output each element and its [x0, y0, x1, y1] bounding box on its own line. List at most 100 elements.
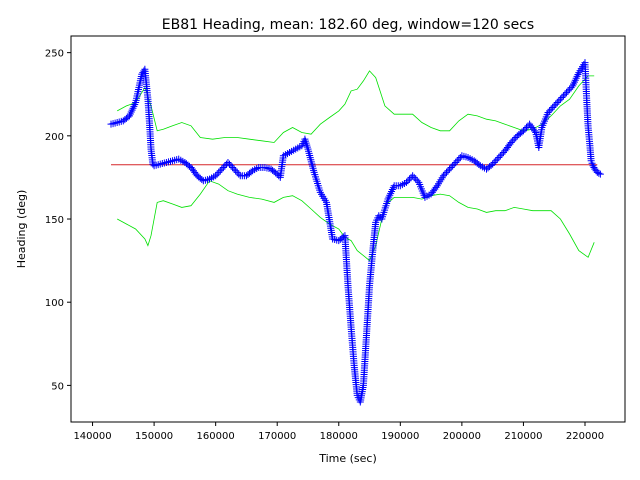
- data-point: [441, 170, 449, 178]
- data-point: [558, 94, 566, 102]
- x-tick-label: 160000: [197, 431, 235, 442]
- data-point: [224, 158, 232, 166]
- x-tick-label: 140000: [73, 431, 111, 442]
- data-point: [232, 167, 240, 175]
- data-point: [452, 158, 460, 166]
- x-tick-label: 210000: [504, 431, 542, 442]
- data-point: [219, 163, 227, 171]
- data-point: [410, 173, 418, 181]
- data-point: [455, 155, 463, 163]
- data-point: [432, 183, 440, 191]
- data-point: [215, 168, 223, 176]
- data-point: [493, 155, 501, 163]
- data-point: [490, 158, 498, 166]
- data-point: [226, 160, 234, 168]
- data-point: [519, 127, 527, 135]
- data-point: [531, 127, 539, 135]
- data-point: [409, 172, 417, 180]
- x-tick-label: 190000: [381, 431, 419, 442]
- data-point: [559, 92, 567, 100]
- data-point: [553, 99, 561, 107]
- data-point: [446, 165, 454, 173]
- plot-frame: [70, 35, 626, 423]
- data-point: [450, 160, 458, 168]
- data-point: [227, 162, 235, 170]
- data-point: [439, 172, 447, 180]
- data-point: [402, 178, 410, 186]
- y-axis-label: Heading (deg): [15, 190, 28, 269]
- data-point: [509, 137, 517, 145]
- data-point: [449, 162, 457, 170]
- data-point: [412, 175, 420, 183]
- data-point: [567, 84, 575, 92]
- y-tick-label: 50: [51, 381, 64, 392]
- data-point: [496, 152, 504, 160]
- envelope-line-1: [117, 70, 595, 143]
- data-point: [216, 167, 224, 175]
- data-point: [498, 150, 506, 158]
- data-point: [233, 168, 241, 176]
- data-point: [489, 160, 497, 168]
- data-point: [561, 90, 569, 98]
- data-point: [456, 153, 464, 161]
- data-point: [595, 169, 603, 177]
- data-point: [406, 175, 414, 183]
- data-point: [213, 170, 221, 178]
- data-point: [273, 170, 281, 178]
- y-tick-label: 250: [45, 49, 64, 60]
- data-point: [404, 177, 412, 185]
- data-point: [235, 170, 243, 178]
- data-point: [564, 87, 572, 95]
- data-point: [453, 157, 461, 165]
- data-point: [442, 168, 450, 176]
- data-point: [544, 109, 552, 117]
- data-point: [556, 95, 564, 103]
- data-point: [596, 170, 604, 178]
- x-tick-label: 150000: [135, 431, 173, 442]
- data-point: [339, 233, 347, 241]
- envelope-line-2: [117, 180, 595, 262]
- data-point: [495, 153, 503, 161]
- data-point: [447, 163, 455, 171]
- y-tick-label: 100: [45, 298, 64, 309]
- data-point: [230, 165, 238, 173]
- x-tick-label: 170000: [258, 431, 296, 442]
- data-point: [552, 100, 560, 108]
- data-point: [549, 104, 557, 112]
- data-point: [475, 161, 483, 169]
- data-point: [593, 168, 601, 176]
- data-point: [566, 85, 574, 93]
- data-point: [521, 125, 529, 133]
- x-tick-label: 200000: [443, 431, 481, 442]
- data-point: [563, 89, 571, 97]
- data-point: [510, 135, 518, 143]
- data-point: [229, 163, 237, 171]
- data-point: [492, 157, 500, 165]
- data-point: [212, 172, 220, 180]
- data-point: [512, 133, 520, 141]
- x-axis-label: Time (sec): [318, 452, 377, 465]
- data-point: [218, 165, 226, 173]
- chart-title: EB81 Heading, mean: 182.60 deg, window=1…: [162, 17, 534, 33]
- data-point: [507, 138, 515, 146]
- data-point: [546, 107, 554, 115]
- data-point: [149, 160, 157, 168]
- data-point: [518, 128, 526, 136]
- data-point: [547, 105, 555, 113]
- data-point: [247, 168, 255, 176]
- x-tick-label: 220000: [566, 431, 604, 442]
- plot-area: [107, 59, 604, 406]
- x-axis: 140000 150000 160000 170000 180000 190000 2000…: [73, 422, 604, 442]
- y-tick-label: 150: [45, 215, 64, 226]
- y-tick-label: 200: [45, 132, 64, 143]
- data-point: [550, 102, 558, 110]
- y-axis: 50 100 150 200 250: [45, 49, 71, 392]
- data-point: [413, 177, 421, 185]
- data-point: [375, 212, 383, 220]
- data-point: [221, 162, 229, 170]
- data-point: [555, 97, 563, 105]
- data-point: [444, 167, 452, 175]
- x-tick-label: 180000: [320, 431, 358, 442]
- data-point: [487, 161, 495, 169]
